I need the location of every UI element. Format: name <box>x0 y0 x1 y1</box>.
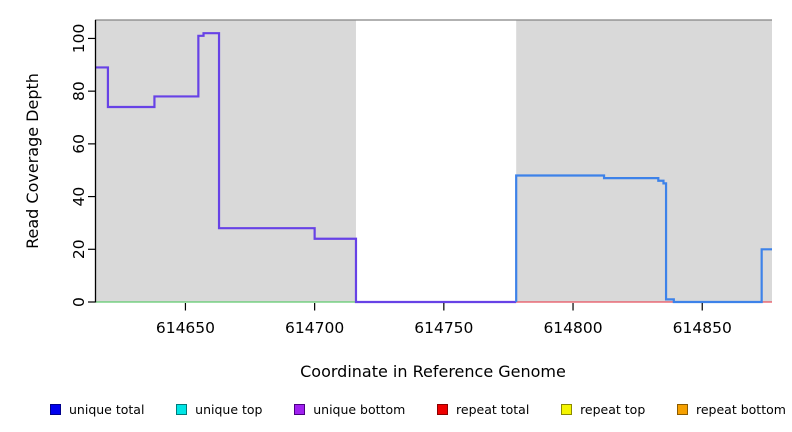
y-tick-label: 80 <box>70 81 88 101</box>
legend-label: repeat bottom <box>696 401 786 417</box>
legend-label: unique top <box>195 401 263 417</box>
legend-label: unique bottom <box>313 401 406 417</box>
legend-label: repeat total <box>456 401 530 417</box>
region-repeat-region-right <box>516 20 772 303</box>
plot-area <box>95 19 772 304</box>
x-tick-label: 614650 <box>156 319 215 337</box>
y-tick-label: 100 <box>70 24 88 54</box>
legend-item-unique-bottom: unique bottom <box>294 402 405 417</box>
legend-label: repeat top <box>580 401 646 417</box>
x-tick-label: 614700 <box>285 319 344 337</box>
x-tick-label: 614750 <box>414 319 473 337</box>
repeat-total-swatch-icon <box>437 403 449 415</box>
y-tick-label: 60 <box>70 134 88 154</box>
unique-top-swatch-icon <box>176 403 188 415</box>
legend-label: unique total <box>69 401 145 417</box>
legend-item-repeat-bottom: repeat bottom <box>677 402 786 417</box>
series-coverage-left-purple-line <box>95 32 517 304</box>
repeat-top-swatch-icon <box>561 403 573 415</box>
chart-legend: unique total unique top unique bottom repea… <box>50 397 786 421</box>
region-repeat-region-left <box>95 20 356 303</box>
unique-bottom-swatch-icon <box>294 403 306 415</box>
legend-item-unique-top: unique top <box>176 402 262 417</box>
x-axis-title: Coordinate in Reference Genome <box>300 362 566 381</box>
legend-item-repeat-total: repeat total <box>437 402 529 417</box>
legend-item-repeat-top: repeat top <box>561 402 645 417</box>
legend-item-unique-total: unique total <box>50 402 144 417</box>
x-tick-label: 614850 <box>673 319 732 337</box>
y-tick-label: 40 <box>70 187 88 207</box>
y-axis-title: Read Coverage Depth <box>23 73 42 249</box>
series-coverage-right-blue-line <box>515 174 772 304</box>
unique-total-swatch-icon <box>50 403 61 415</box>
region-unique-gap <box>355 20 517 303</box>
axes: 614650 614700 614750 614800 614850 0 20 40 60 80 1… <box>70 20 732 337</box>
x-tick-label: 614800 <box>543 319 602 337</box>
y-tick-label: 0 <box>70 297 88 307</box>
coverage-chart: 614650 614700 614750 614800 614850 0 20 40 60 80 1… <box>23 19 772 381</box>
y-tick-label: 20 <box>70 239 88 259</box>
repeat-bottom-swatch-icon <box>677 403 688 415</box>
